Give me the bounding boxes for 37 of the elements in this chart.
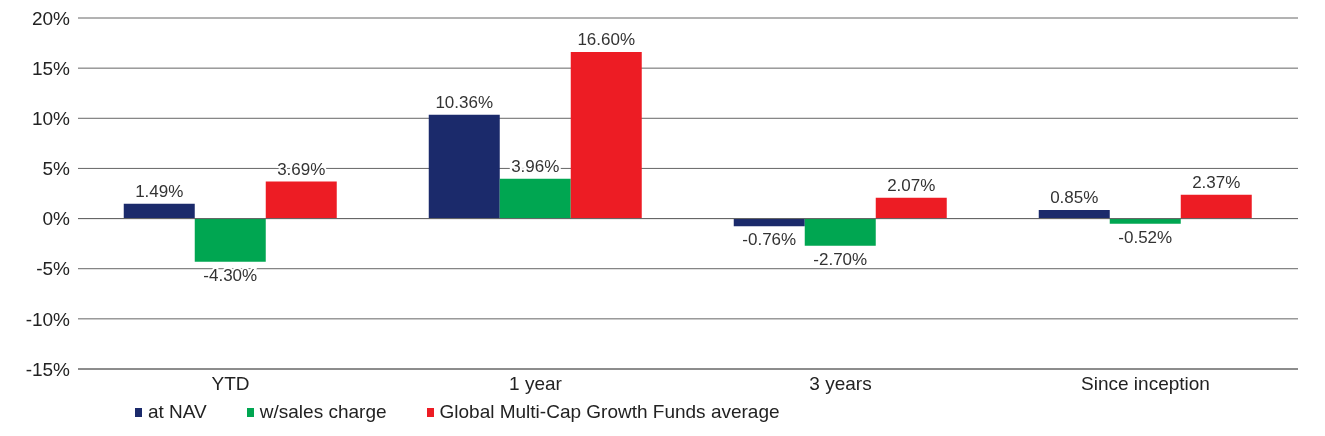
y-tick-label: -15% (25, 358, 71, 380)
y-tick-label: 10% (31, 108, 71, 130)
data-label: 0.85% (1050, 188, 1099, 208)
y-tick-label: 15% (31, 57, 71, 79)
y-tick-label: 20% (31, 7, 71, 29)
data-label: 16.60% (577, 30, 636, 50)
bar (875, 197, 947, 219)
x-tick-label: 3 years (809, 373, 872, 395)
data-label: 10.36% (435, 92, 494, 112)
bar (499, 178, 571, 219)
y-tick-label: -10% (25, 308, 71, 330)
legend-label: w/sales charge (259, 401, 387, 423)
data-label: 1.49% (135, 181, 184, 201)
bar (265, 181, 337, 219)
legend-label: Global Multi-Cap Growth Funds average (439, 401, 780, 423)
bar (570, 52, 642, 219)
data-label: 2.37% (1192, 172, 1241, 192)
data-label: 2.07% (887, 175, 936, 195)
bar (1109, 218, 1181, 224)
data-label: -4.30% (203, 265, 258, 285)
bar (733, 218, 805, 227)
bar (1038, 210, 1110, 219)
y-tick-label: -5% (36, 258, 71, 280)
bar (804, 218, 876, 246)
x-tick-label: 1 year (509, 373, 563, 395)
data-label: -0.76% (742, 230, 797, 250)
legend-label: at NAV (148, 401, 207, 423)
bar (194, 218, 266, 262)
bar (428, 114, 500, 219)
x-tick-label: YTD (211, 373, 250, 395)
y-tick-label: 5% (42, 158, 71, 180)
bar (123, 203, 195, 219)
bar (1180, 194, 1252, 219)
y-tick-label: 0% (42, 208, 71, 230)
data-label: -0.52% (1118, 227, 1173, 247)
data-label: -2.70% (813, 249, 868, 269)
x-tick-label: Since inception (1081, 373, 1210, 395)
